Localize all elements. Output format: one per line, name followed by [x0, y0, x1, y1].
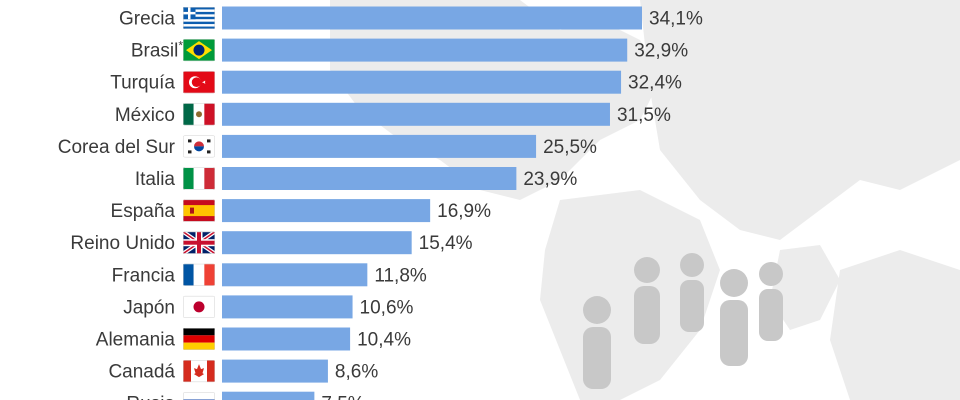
bar-row: Brasil* 32,9%	[131, 38, 688, 62]
data-label: 32,9%	[634, 41, 688, 62]
bar	[222, 295, 353, 319]
category-label: Corea del Sur	[58, 137, 176, 158]
category-label: Canadá	[108, 362, 175, 383]
data-label: 15,4%	[419, 233, 473, 254]
data-label: 34,1%	[649, 9, 703, 30]
data-label: 8,6%	[335, 362, 378, 383]
data-label: 10,6%	[360, 297, 414, 318]
bar	[222, 263, 368, 287]
russia-flag-icon	[183, 392, 215, 400]
japan-flag-icon	[183, 295, 215, 318]
bar	[222, 231, 412, 255]
bar	[222, 38, 628, 62]
data-label: 10,4%	[357, 330, 411, 351]
bar	[222, 134, 537, 158]
bar	[222, 167, 517, 190]
bar-row: España 16,9%	[111, 199, 491, 223]
bar-row: Grecia 34,1%	[119, 6, 703, 30]
category-label: Francia	[112, 265, 176, 286]
greece-flag-icon	[183, 7, 215, 29]
bar-row: Turquía 32,4%	[110, 70, 682, 94]
bar	[222, 359, 328, 383]
footnote-mark: *	[178, 39, 183, 53]
bar	[222, 6, 642, 30]
data-label: 32,4%	[628, 73, 682, 94]
germany-flag-icon	[183, 328, 215, 350]
category-label: Turquía	[110, 73, 175, 94]
bar	[222, 327, 351, 351]
people-icon	[583, 253, 783, 389]
bar-row: Japón 10,6%	[123, 295, 414, 319]
category-label: Rusia	[126, 394, 175, 400]
data-label: 23,9%	[523, 169, 577, 190]
bar	[222, 70, 622, 94]
category-label: Brasil*	[131, 39, 184, 62]
data-label: 31,5%	[617, 105, 671, 126]
spain-flag-icon	[183, 199, 215, 222]
turkey-flag-icon	[183, 71, 215, 94]
bar	[222, 199, 431, 223]
uk-flag-icon	[183, 231, 215, 254]
bar-row: Francia 11,8%	[112, 263, 427, 287]
bar-row: Alemania 10,4%	[96, 327, 411, 351]
data-label: 25,5%	[543, 137, 597, 158]
bar	[222, 102, 610, 126]
data-label: 7,5%	[321, 394, 364, 400]
bar-row: México 31,5%	[115, 102, 671, 126]
category-label: Reino Unido	[70, 233, 175, 254]
south-korea-flag-icon	[183, 135, 215, 158]
category-label: España	[111, 201, 176, 222]
category-label: México	[115, 105, 175, 126]
brazil-flag-icon	[183, 39, 215, 62]
data-label: 16,9%	[437, 201, 491, 222]
category-label: Grecia	[119, 9, 175, 30]
category-label: Japón	[123, 297, 175, 318]
data-label: 11,8%	[374, 265, 427, 286]
category-label: Alemania	[96, 330, 176, 351]
mexico-flag-icon	[183, 103, 215, 126]
bar-row: Corea del Sur 25,5%	[58, 134, 597, 158]
france-flag-icon	[183, 263, 215, 286]
italy-flag-icon	[183, 167, 215, 190]
canada-flag-icon	[183, 360, 215, 383]
bar-row: Canadá 8,6%	[108, 359, 378, 383]
bar-row: Rusia 7,5%	[126, 391, 365, 400]
bar	[222, 391, 315, 400]
bar-row: Italia 23,9%	[135, 167, 577, 190]
bar-row: Reino Unido 15,4%	[70, 231, 473, 255]
category-label: Italia	[135, 169, 176, 190]
